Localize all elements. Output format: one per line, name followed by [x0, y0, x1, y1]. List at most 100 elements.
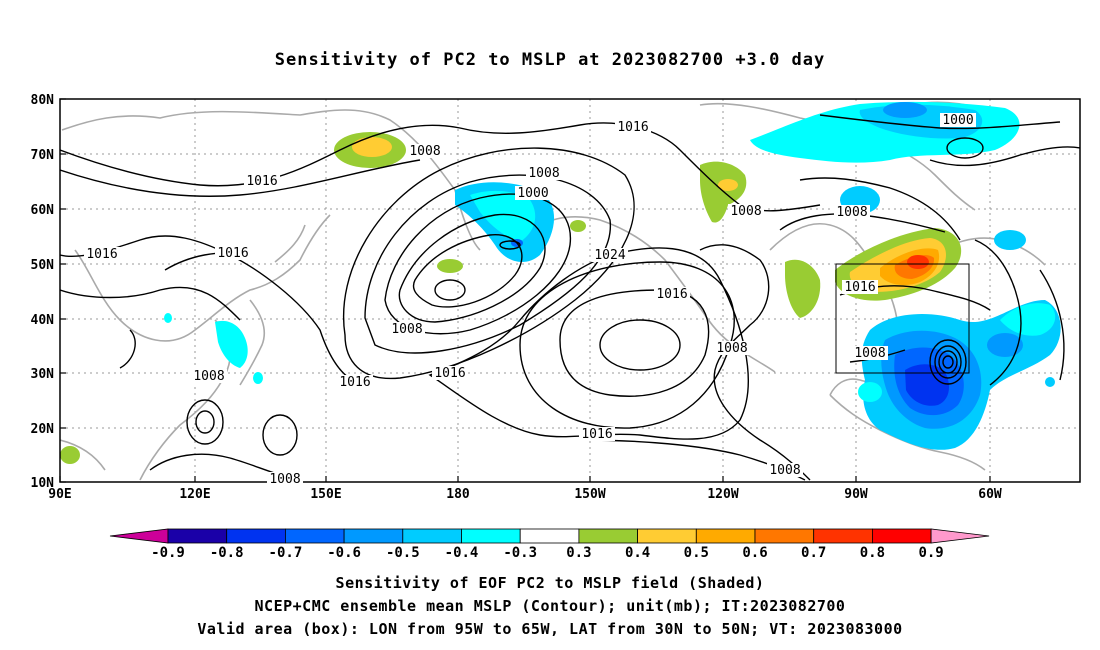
caption-line-1: Sensitivity of EOF PC2 to MSLP field (Sh… — [335, 574, 765, 592]
colorbar: -0.9 -0.8 -0.7 -0.6 -0.5 -0.4 -0.3 0.3 0.4 0.5 0.6… — [109, 528, 990, 561]
contour-label: 1016 — [656, 287, 687, 302]
contour-label-bg — [515, 186, 551, 200]
colorbar-segment — [226, 528, 286, 544]
contour-label: 1008 — [854, 346, 885, 361]
contour-label: 1016 — [844, 280, 875, 295]
colorbar-label: -0.5 — [386, 545, 420, 561]
contour-label: 1008 — [528, 166, 559, 181]
contour-label-bg — [244, 174, 280, 188]
lon-tick-label: 90W — [844, 487, 868, 502]
lat-tick-label: 40N — [31, 313, 55, 328]
contour-label: 1000 — [517, 186, 548, 201]
lon-tick-label: 180 — [446, 487, 470, 502]
colorbar-label: 0.5 — [684, 545, 709, 561]
valid-area-box — [835, 263, 970, 374]
colorbar-label: -0.8 — [210, 545, 244, 561]
lat-tick-label: 30N — [31, 367, 55, 382]
colorbar-label: -0.3 — [503, 545, 537, 561]
lon-tick-label: 120W — [707, 487, 738, 502]
contour-label-bg — [432, 366, 468, 380]
contour-label: 1016 — [434, 366, 465, 381]
contour-label: 1008 — [391, 322, 422, 337]
colorbar-segment — [284, 528, 345, 544]
lon-tick-label: 120E — [179, 487, 210, 502]
colorbar-label: 0.4 — [625, 545, 650, 561]
contour-label-bg — [940, 113, 976, 127]
contour-label: 1008 — [716, 341, 747, 356]
colorbar-segment — [402, 528, 462, 544]
contour-label-bg — [337, 375, 373, 389]
colorbar-segment — [754, 528, 815, 544]
contour-label-bg — [191, 369, 227, 383]
contour-label: 1024 — [594, 248, 625, 263]
contour-label: 1016 — [86, 247, 117, 262]
contour-label: 1016 — [339, 375, 370, 390]
contour-labels: 1008 1016 1016 1016 1016 1008 1000 1008 1016 1024… — [84, 113, 976, 487]
contour-label: 1016 — [246, 174, 277, 189]
contour-label: 1008 — [769, 463, 800, 478]
colorbar-label: 0.9 — [918, 545, 943, 561]
contour-label-bg — [852, 346, 888, 360]
colorbar-high-triangle — [930, 528, 990, 544]
colorbar-segment — [872, 528, 932, 544]
contour-label: 1016 — [581, 427, 612, 442]
colorbar-label: 0.3 — [566, 545, 591, 561]
caption-line-3: Valid area (box): LON from 95W to 65W, L… — [197, 620, 903, 638]
chart-title: Sensitivity of PC2 to MSLP at 2023082700… — [274, 50, 826, 70]
lon-tick-label: 150E — [310, 487, 341, 502]
contour-label: 1008 — [836, 205, 867, 220]
contour-label-bg — [389, 322, 425, 336]
contour-label-bg — [579, 427, 615, 441]
colorbar-label: 0.8 — [860, 545, 885, 561]
colorbar-segment — [637, 528, 697, 544]
colorbar-segment — [461, 528, 521, 544]
colorbar-label: -0.7 — [269, 545, 303, 561]
contour-label-bg — [526, 166, 562, 180]
lat-tick-label: 50N — [31, 258, 55, 273]
contour-label-bg — [842, 280, 878, 294]
contour-label: 1016 — [217, 246, 248, 261]
colorbar-segment — [578, 528, 639, 544]
contour-label: 1016 — [617, 120, 648, 135]
lon-tick-label: 60W — [978, 487, 1002, 502]
contour-label-bg — [654, 287, 690, 301]
map-gridlines — [60, 99, 1080, 482]
lat-tick-label: 80N — [31, 93, 55, 108]
colorbar-segment — [813, 528, 873, 544]
contour-label-bg — [215, 246, 251, 260]
axis-ticks: 90E 120E 150E 180 150W 120W 90W 60W 80N 70N 60N 50N… — [31, 93, 1002, 502]
contour-label: 1008 — [409, 144, 440, 159]
lat-tick-label: 10N — [31, 476, 55, 491]
contour-label-bg — [728, 204, 764, 218]
lat-tick-label: 70N — [31, 148, 55, 163]
lon-tick-label: 90E — [48, 487, 71, 502]
contour-label: 1000 — [942, 113, 973, 128]
contour-label-bg — [615, 120, 651, 134]
colorbar-label: 0.7 — [801, 545, 826, 561]
colorbar-segment — [167, 528, 228, 544]
colorbar-segment — [343, 528, 404, 544]
contour-label-bg — [407, 144, 443, 158]
colorbar-label: -0.6 — [327, 545, 361, 561]
contour-label-bg — [834, 205, 870, 219]
contour-label: 1008 — [193, 369, 224, 384]
contour-label: 1008 — [730, 204, 761, 219]
map-frame — [59, 98, 1081, 483]
contour-label-bg — [714, 341, 750, 355]
contour-label-bg — [767, 463, 803, 477]
colorbar-low-triangle — [109, 528, 169, 544]
contour-label: 1008 — [269, 472, 300, 487]
colorbar-segment — [519, 528, 580, 544]
contour-label-bg — [84, 247, 120, 261]
lon-tick-label: 150W — [574, 487, 605, 502]
lat-tick-label: 20N — [31, 422, 55, 437]
lat-tick-label: 60N — [31, 203, 55, 218]
colorbar-label: -0.9 — [151, 545, 185, 561]
contour-label-bg — [267, 472, 303, 486]
colorbar-label: -0.4 — [445, 545, 479, 561]
colorbar-label: 0.6 — [742, 545, 767, 561]
caption-line-2: NCEP+CMC ensemble mean MSLP (Contour); u… — [254, 597, 846, 615]
colorbar-segment — [695, 528, 756, 544]
contour-label-bg — [592, 248, 628, 262]
